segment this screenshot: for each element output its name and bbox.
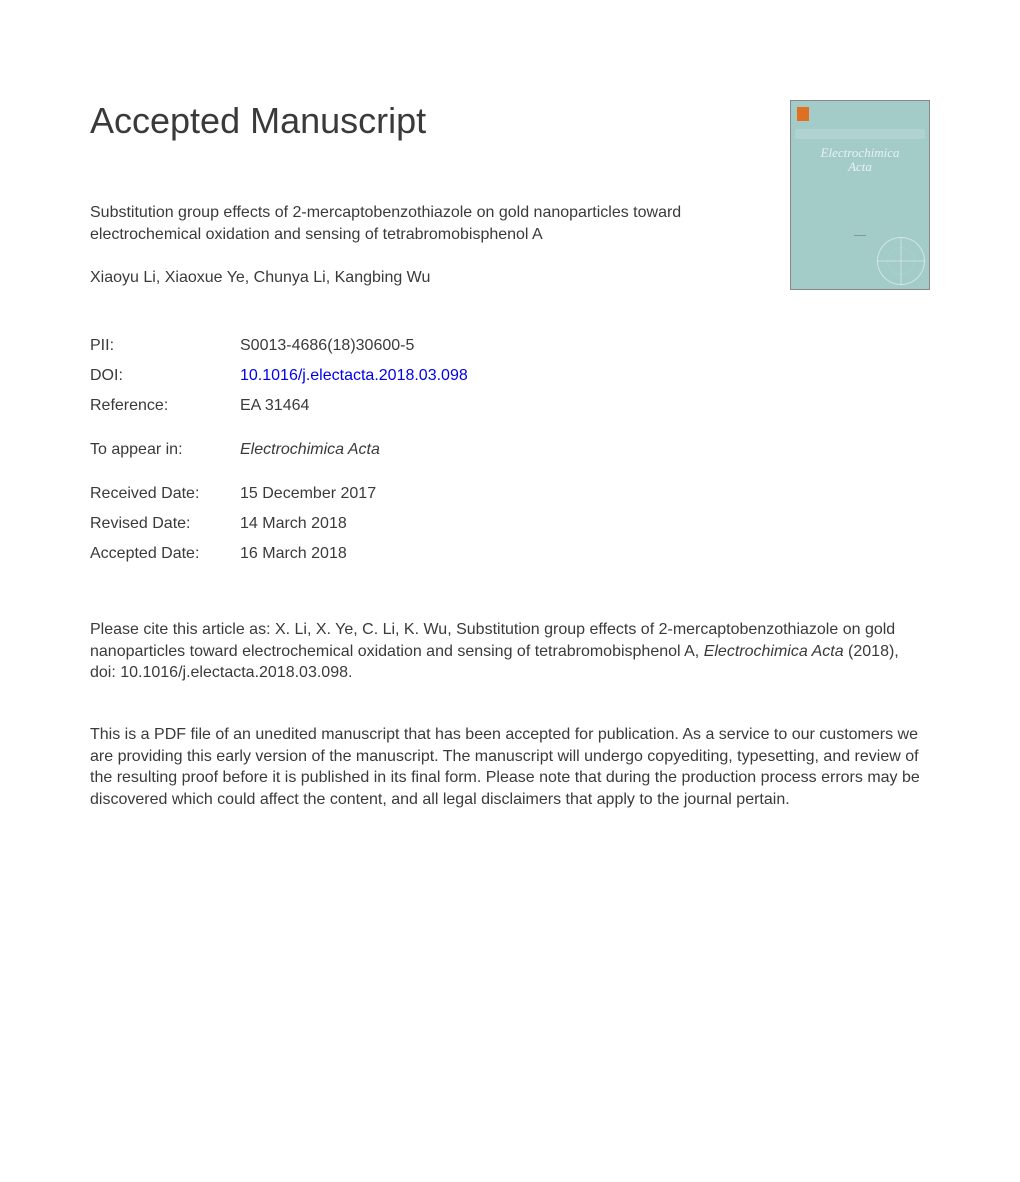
meta-label: To appear in: (90, 435, 240, 465)
meta-label: Revised Date: (90, 509, 240, 539)
meta-row-pii: PII: S0013-4686(18)30600-5 (90, 331, 468, 361)
disclaimer-text: This is a PDF file of an unedited manusc… (90, 724, 920, 810)
meta-label: Accepted Date: (90, 539, 240, 569)
cover-journal-line2: Acta (848, 159, 872, 174)
meta-row-reference: Reference: EA 31464 (90, 391, 468, 421)
meta-row-received: Received Date: 15 December 2017 (90, 479, 468, 509)
meta-row-accepted: Accepted Date: 16 March 2018 (90, 539, 468, 569)
meta-row-revised: Revised Date: 14 March 2018 (90, 509, 468, 539)
cover-journal-line1: Electrochimica (821, 145, 900, 160)
cover-bar-decoration (795, 129, 925, 139)
meta-value: 15 December 2017 (240, 479, 468, 509)
meta-label: Received Date: (90, 479, 240, 509)
meta-row-doi: DOI: 10.1016/j.electacta.2018.03.098 (90, 361, 468, 391)
citation-journal: Electrochimica Acta (704, 643, 844, 660)
meta-value: 14 March 2018 (240, 509, 468, 539)
journal-cover-thumbnail: Electrochimica Acta —— (790, 100, 930, 290)
publisher-logo-icon (797, 107, 809, 121)
article-title: Substitution group effects of 2-mercapto… (90, 202, 730, 245)
meta-label: PII: (90, 331, 240, 361)
meta-value-journal: Electrochimica Acta (240, 435, 468, 465)
metadata-table: PII: S0013-4686(18)30600-5 DOI: 10.1016/… (90, 331, 468, 569)
meta-label: Reference: (90, 391, 240, 421)
cover-journal-name: Electrochimica Acta (791, 146, 929, 175)
meta-value: 16 March 2018 (240, 539, 468, 569)
doi-link[interactable]: 10.1016/j.electacta.2018.03.098 (240, 367, 468, 384)
meta-value: S0013-4686(18)30600-5 (240, 331, 468, 361)
meta-label: DOI: (90, 361, 240, 391)
globe-icon (877, 237, 925, 285)
meta-value: EA 31464 (240, 391, 468, 421)
citation-text: Please cite this article as: X. Li, X. Y… (90, 619, 910, 684)
meta-row-appear: To appear in: Electrochimica Acta (90, 435, 468, 465)
